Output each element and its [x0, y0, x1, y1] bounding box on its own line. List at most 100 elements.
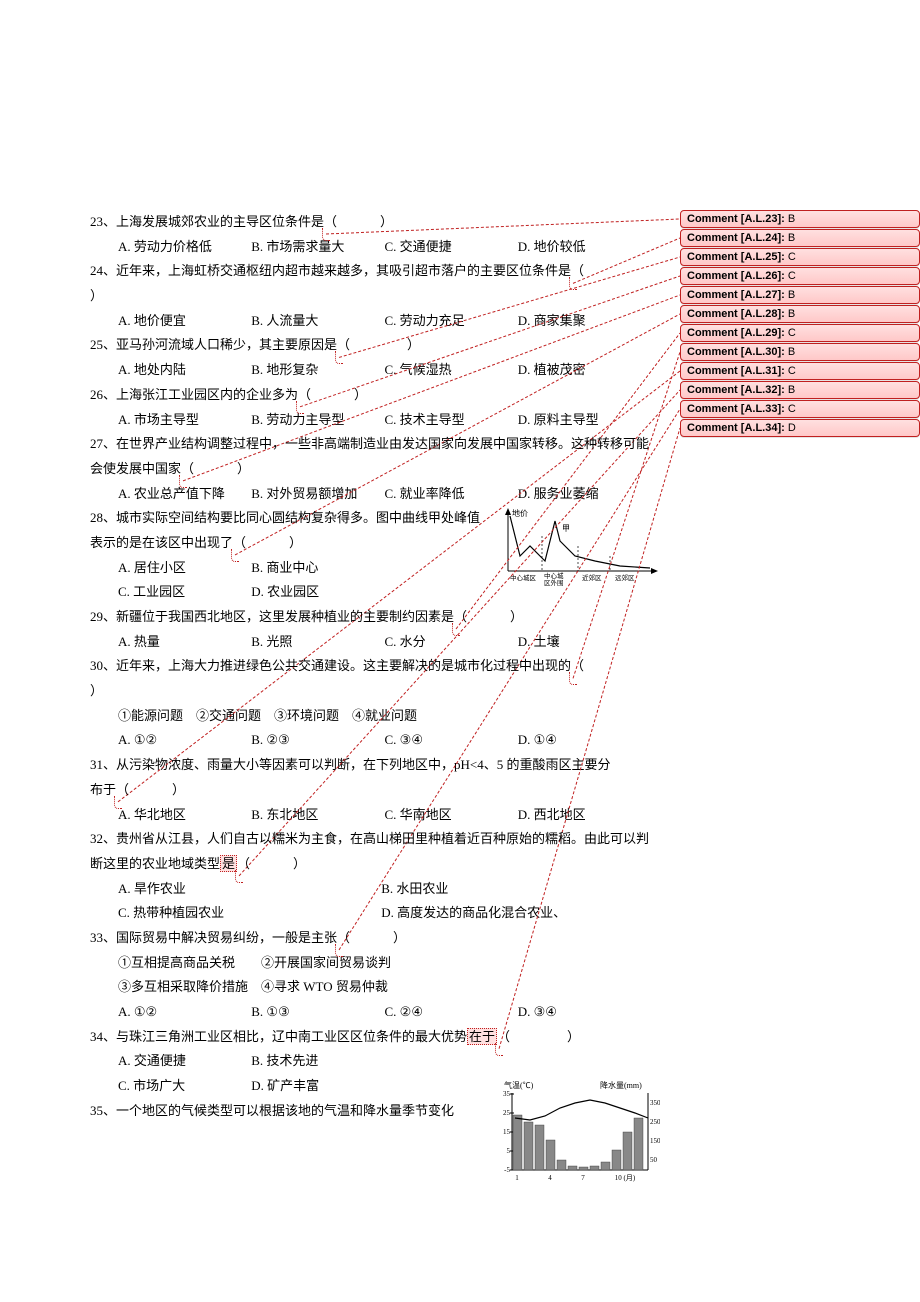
- svg-text:7: 7: [581, 1174, 585, 1182]
- q35-text: 35、一个地区的气候类型可以根据该地的气温和降水量季节变化: [90, 1103, 454, 1118]
- q34-hl: 在于: [467, 1028, 497, 1045]
- q30-items: ①能源问题 ②交通问题 ③环境问题 ④就业问题: [90, 704, 660, 729]
- svg-text:350: 350: [650, 1099, 660, 1107]
- q30-blank-close: ）: [90, 683, 103, 698]
- comment-bubble-26[interactable]: Comment [A.L.26]: C: [680, 267, 920, 285]
- q24-optB: B. 人流量大: [251, 309, 381, 334]
- svg-text:250: 250: [650, 1118, 660, 1126]
- comment-bubble-25[interactable]: Comment [A.L.25]: C: [680, 248, 920, 266]
- q26-optC: C. 技术主导型: [385, 408, 515, 433]
- q27-optB: B. 对外贸易额增加: [251, 482, 381, 507]
- svg-text:近郊区: 近郊区: [582, 573, 602, 582]
- q31-text-b: 布于: [90, 782, 116, 797]
- svg-text:降水量(mm): 降水量(mm): [600, 1080, 642, 1090]
- q32-blank: （ ）: [237, 856, 307, 871]
- svg-text:15: 15: [503, 1128, 511, 1136]
- comment-bubble-28[interactable]: Comment [A.L.28]: B: [680, 305, 920, 323]
- q32: 32、贵州省从江县，人们自古以糯米为主食，在高山梯田里种植着近百种原始的糯稻。由…: [90, 827, 660, 926]
- q27-text: 27、在世界产业结构调整过程中，一些非高端制造业由发达国家向发展中国家转移。这种…: [90, 436, 649, 476]
- comment-bubble-24[interactable]: Comment [A.L.24]: B: [680, 229, 920, 247]
- q24-blank-close: ）: [90, 288, 103, 303]
- q30-optC: C. ③④: [385, 728, 515, 753]
- q26-blank: （ ）: [298, 387, 368, 402]
- q28: 地价 甲 中心城区 中心城区外围 近郊区 远郊区 28、城市实际空间结构要比同心…: [90, 506, 660, 605]
- q30-text: 30、近年来，上海大力推进绿色公共交通建设。这主要解决的是城市化过程中出现的: [90, 658, 571, 673]
- svg-text:甲: 甲: [562, 524, 570, 533]
- comment-bubble-30[interactable]: Comment [A.L.30]: B: [680, 343, 920, 361]
- q29-text: 29、新疆位于我国西北地区，这里发展种植业的主要制约因素是: [90, 609, 454, 624]
- comment-bubble-32[interactable]: Comment [A.L.32]: B: [680, 381, 920, 399]
- q34-optA: A. 交通便捷: [118, 1049, 248, 1074]
- q33-optC: C. ②④: [385, 1000, 515, 1025]
- q29: 29、新疆位于我国西北地区，这里发展种植业的主要制约因素是（ ） A. 热量 B…: [90, 605, 660, 654]
- svg-text:地价: 地价: [512, 508, 528, 518]
- q23-optD: D. 地价较低: [518, 235, 648, 260]
- comments-column: Comment [A.L.23]: BComment [A.L.24]: BCo…: [680, 0, 920, 1228]
- q30: 30、近年来，上海大力推进绿色公共交通建设。这主要解决的是城市化过程中出现的（ …: [90, 654, 660, 753]
- q32-optD: D. 高度发达的商品化混合农业、: [381, 901, 641, 926]
- q30-optA: A. ①②: [118, 728, 248, 753]
- q31-blank: （ ）: [116, 782, 186, 797]
- q33-optD: D. ③④: [518, 1000, 648, 1025]
- q34-optB: B. 技术先进: [251, 1049, 381, 1074]
- q29-optB: B. 光照: [251, 630, 381, 655]
- q34: 34、与珠江三角洲工业区相比，辽中南工业区区位条件的最大优势在于（ ） A. 交…: [90, 1025, 660, 1099]
- q26-optA: A. 市场主导型: [118, 408, 248, 433]
- q33: 33、国际贸易中解决贸易纠纷，一般是主张（ ） ①互相提高商品关税 ②开展国家间…: [90, 926, 660, 1025]
- comment-bubble-31[interactable]: Comment [A.L.31]: C: [680, 362, 920, 380]
- q24: 24、近年来，上海虹桥交通枢纽内超市越来越多，其吸引超市落户的主要区位条件是（ …: [90, 259, 660, 333]
- comment-bubble-27[interactable]: Comment [A.L.27]: B: [680, 286, 920, 304]
- svg-text:25: 25: [503, 1109, 511, 1117]
- svg-text:远郊区: 远郊区: [615, 573, 635, 582]
- q24-blank-open: （: [571, 263, 584, 278]
- q34-text: 34、与珠江三角洲工业区相比，辽中南工业区区位条件的最大优势: [90, 1029, 467, 1044]
- q23: 23、上海发展城郊农业的主导区位条件是（ ） A. 劳动力价格低 B. 市场需求…: [90, 210, 660, 259]
- q33-text: 33、国际贸易中解决贸易纠纷，一般是主张: [90, 930, 337, 945]
- svg-text:气温(℃): 气温(℃): [504, 1080, 534, 1090]
- q26-optD: D. 原料主导型: [518, 408, 648, 433]
- q29-optD: D. 土壤: [518, 630, 648, 655]
- q27: 27、在世界产业结构调整过程中，一些非高端制造业由发达国家向发展中国家转移。这种…: [90, 432, 660, 506]
- q25-text: 25、亚马孙河流域人口稀少，其主要原因是: [90, 337, 337, 352]
- comment-bubble-34[interactable]: Comment [A.L.34]: D: [680, 419, 920, 437]
- svg-text:1: 1: [515, 1174, 519, 1182]
- q26-text: 26、上海张江工业园区内的企业多为: [90, 387, 298, 402]
- q33-items2: ③多互相采取降价措施 ④寻求 WTO 贸易仲裁: [90, 975, 660, 1000]
- q23-text: 23、上海发展城郊农业的主导区位条件是: [90, 214, 324, 229]
- q33-optB: B. ①③: [251, 1000, 381, 1025]
- q31-text-a: 31、从污染物浓度、雨量大小等因素可以判断，在下列地区中，pH<4、5 的重酸雨…: [90, 753, 660, 778]
- q25-optB: B. 地形复杂: [251, 358, 381, 383]
- q24-optC: C. 劳动力充足: [385, 309, 515, 334]
- comment-bubble-33[interactable]: Comment [A.L.33]: C: [680, 400, 920, 418]
- comment-bubble-23[interactable]: Comment [A.L.23]: B: [680, 210, 920, 228]
- q31: 31、从污染物浓度、雨量大小等因素可以判断，在下列地区中，pH<4、5 的重酸雨…: [90, 753, 660, 827]
- q32-optB: B. 水田农业: [381, 877, 641, 902]
- q30-blank-open: （: [571, 658, 584, 673]
- q26-optB: B. 劳动力主导型: [251, 408, 381, 433]
- q29-blank: （ ）: [454, 609, 524, 624]
- q30-optB: B. ②③: [251, 728, 381, 753]
- q25-optD: D. 植被茂密: [518, 358, 648, 383]
- q32-optC: C. 热带种植园农业: [118, 901, 378, 926]
- q28-optD: D. 农业园区: [251, 580, 381, 605]
- q32-optA: A. 旱作农业: [118, 877, 378, 902]
- q28-blank: （ ）: [233, 535, 303, 550]
- q31-optB: B. 东北地区: [251, 803, 381, 828]
- q33-items1: ①互相提高商品关税 ②开展国家间贸易谈判: [90, 951, 660, 976]
- fig-q28-price-curve: 地价 甲 中心城区 中心城区外围 近郊区 远郊区: [500, 506, 660, 586]
- q24-optA: A. 地价便宜: [118, 309, 248, 334]
- q34-optC: C. 市场广大: [118, 1074, 248, 1099]
- question-column: 23、上海发展城郊农业的主导区位条件是（ ） A. 劳动力价格低 B. 市场需求…: [0, 0, 680, 1228]
- svg-text:-5: -5: [504, 1166, 510, 1174]
- q28-optB: B. 商业中心: [251, 556, 381, 581]
- q29-optC: C. 水分: [385, 630, 515, 655]
- svg-text:5: 5: [507, 1147, 511, 1155]
- svg-text:150: 150: [650, 1137, 660, 1145]
- q26: 26、上海张江工业园区内的企业多为（ ） A. 市场主导型 B. 劳动力主导型 …: [90, 383, 660, 432]
- q23-optB: B. 市场需求量大: [251, 235, 381, 260]
- q25: 25、亚马孙河流域人口稀少，其主要原因是（ ） A. 地处内陆 B. 地形复杂 …: [90, 333, 660, 382]
- comment-bubble-29[interactable]: Comment [A.L.29]: C: [680, 324, 920, 342]
- svg-text:50: 50: [650, 1156, 658, 1164]
- svg-text:35: 35: [503, 1090, 511, 1098]
- q34-optD: D. 矿产丰富: [251, 1074, 381, 1099]
